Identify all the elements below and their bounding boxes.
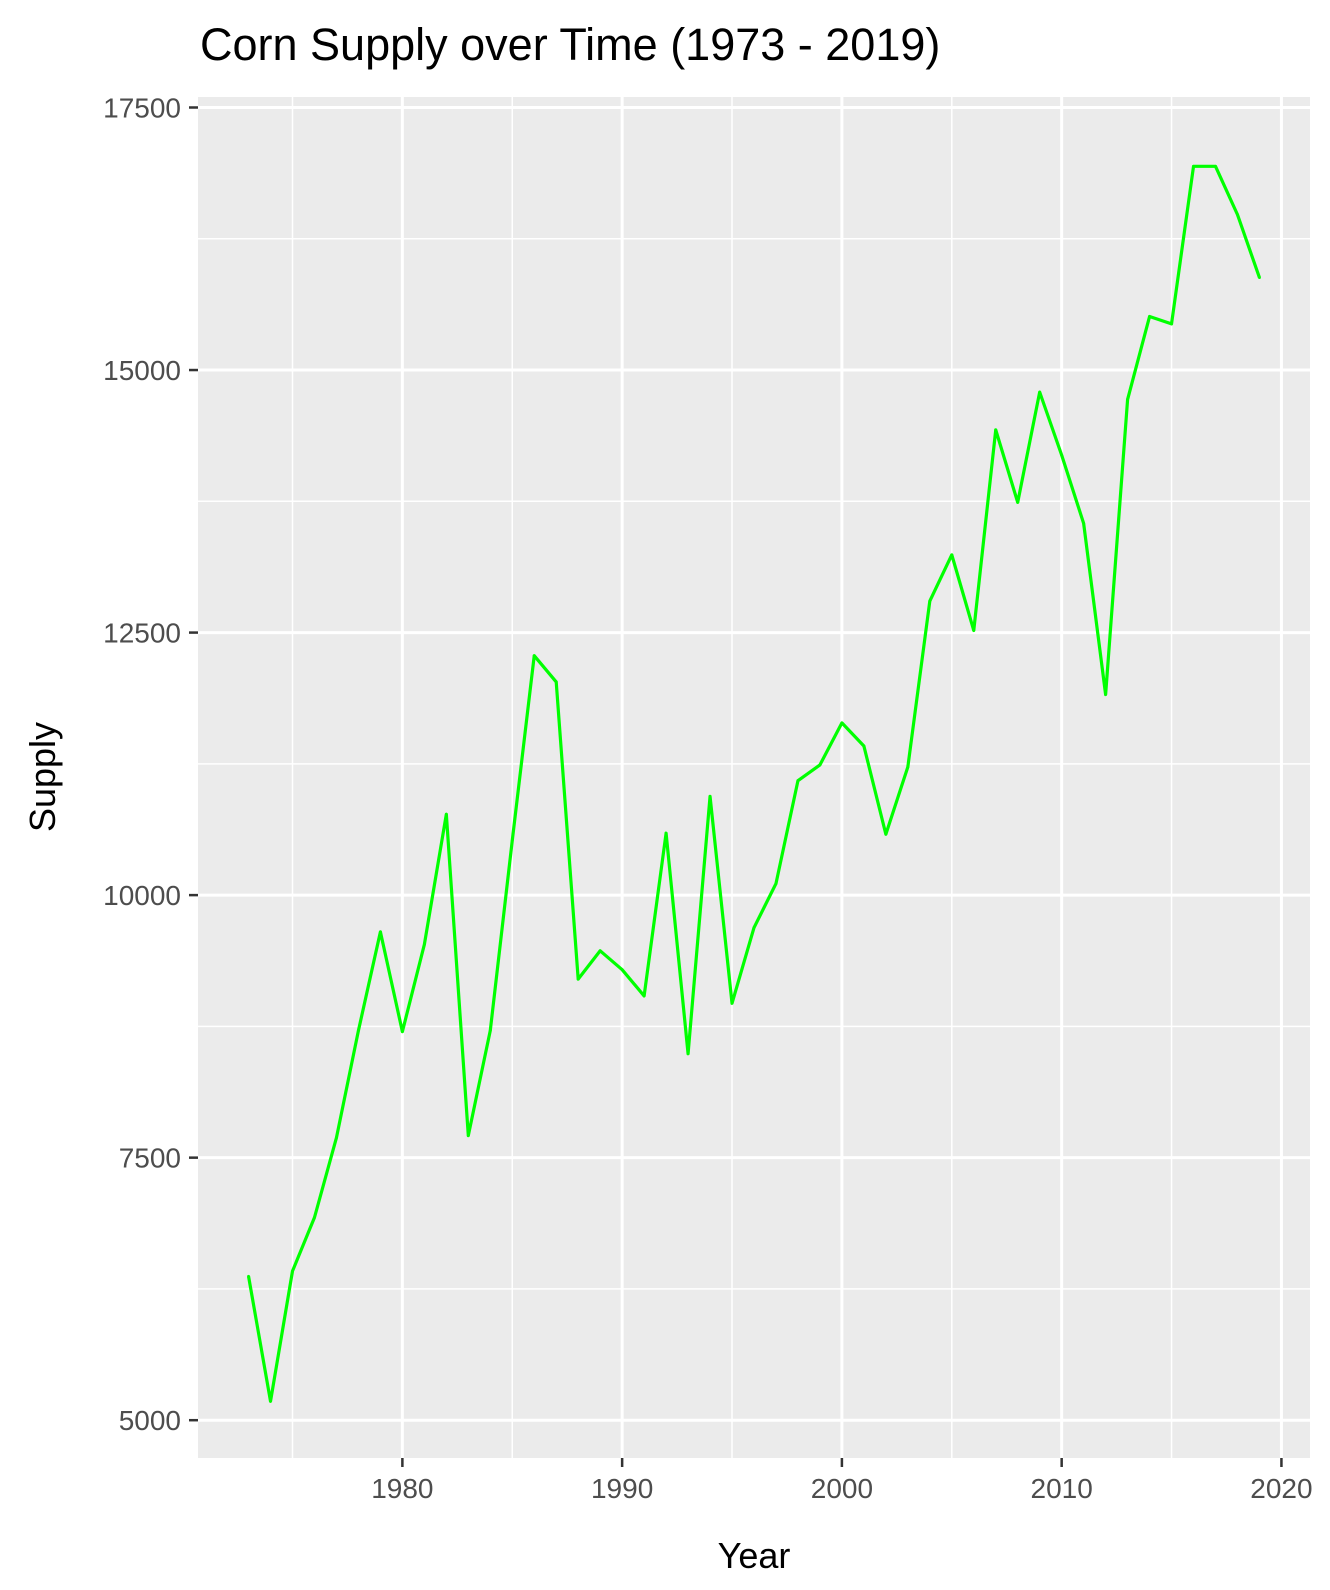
data-point	[796, 779, 800, 783]
data-point	[488, 1029, 492, 1032]
data-point	[950, 553, 954, 557]
data-point	[1126, 398, 1129, 401]
data-point	[291, 1269, 294, 1273]
x-tick-label: 2020	[1250, 1473, 1312, 1504]
data-point	[994, 428, 998, 432]
data-point	[400, 1030, 404, 1034]
data-point	[576, 977, 580, 981]
y-tick-label: 12500	[103, 618, 181, 649]
data-point	[818, 763, 822, 767]
x-tick-label: 1990	[591, 1473, 653, 1504]
data-point	[972, 629, 976, 632]
data-point	[664, 831, 668, 835]
data-point	[1236, 213, 1239, 217]
x-tick-label: 2010	[1031, 1473, 1093, 1504]
chart-title: Corn Supply over Time (1973 - 2019)	[200, 19, 940, 70]
data-point	[730, 1001, 734, 1005]
data-point	[1082, 521, 1086, 525]
data-point	[1104, 693, 1108, 696]
plot-panel	[198, 97, 1310, 1458]
data-point	[357, 1029, 360, 1032]
data-point	[1170, 322, 1173, 326]
data-point	[598, 949, 602, 953]
data-point	[1148, 315, 1151, 318]
y-tick-label: 5000	[119, 1405, 181, 1436]
data-point	[379, 930, 382, 934]
data-point	[510, 839, 514, 842]
data-point	[642, 994, 646, 998]
data-point	[1060, 453, 1064, 457]
data-point	[906, 765, 910, 769]
data-point	[269, 1399, 272, 1403]
data-point	[335, 1136, 338, 1140]
data-point	[554, 680, 558, 684]
data-point	[928, 599, 932, 603]
data-point	[1192, 164, 1195, 168]
series-layer	[246, 164, 1261, 1403]
data-point	[1016, 500, 1020, 504]
data-point	[862, 744, 866, 748]
data-point	[1214, 164, 1217, 168]
data-point	[444, 812, 448, 816]
data-point	[466, 1134, 470, 1138]
x-axis-title: Year	[718, 1535, 791, 1576]
data-point	[1258, 276, 1261, 280]
data-point	[532, 654, 536, 658]
y-tick-label: 15000	[103, 355, 181, 386]
data-point	[313, 1216, 316, 1219]
y-axis-title: Supply	[22, 722, 63, 832]
data-point	[840, 721, 844, 725]
data-point	[752, 926, 756, 930]
y-tick-label: 17500	[103, 93, 181, 124]
data-point	[708, 795, 712, 798]
x-tick-label: 1980	[371, 1473, 433, 1504]
data-point	[247, 1274, 250, 1278]
data-point	[686, 1052, 690, 1056]
data-point	[620, 968, 624, 972]
axes: 1980 1990 2000 2010 2020 5000 7500 10000 12500 15…	[103, 93, 1312, 1504]
data-point	[422, 943, 426, 946]
y-tick-label: 7500	[119, 1143, 181, 1174]
x-tick-label: 2000	[811, 1473, 873, 1504]
data-point	[774, 882, 778, 885]
grid-lines	[198, 97, 1310, 1458]
y-tick-label: 10000	[103, 880, 181, 911]
data-point	[1038, 390, 1042, 394]
data-point	[884, 832, 888, 836]
